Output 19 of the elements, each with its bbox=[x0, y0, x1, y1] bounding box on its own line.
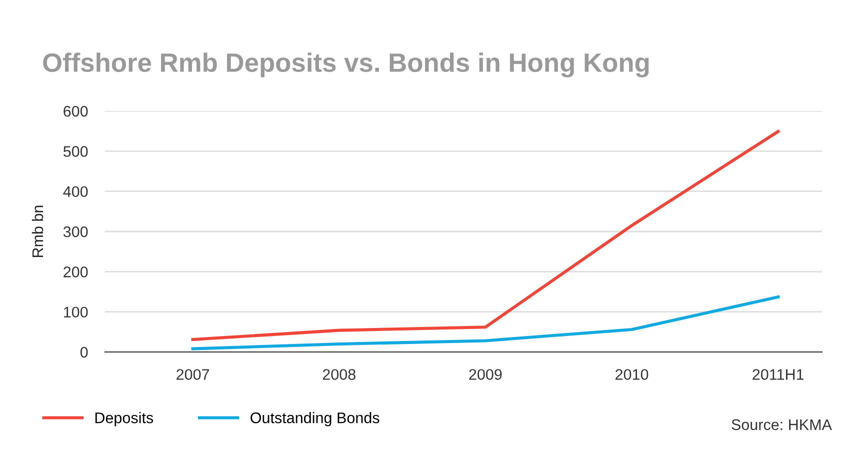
y-axis-title: Rmb bn bbox=[32, 206, 44, 257]
x-tick-label: 2008 bbox=[322, 369, 356, 380]
y-tick-label: 0 bbox=[80, 346, 88, 358]
y-tick-label: 200 bbox=[64, 266, 88, 278]
chart-title: Offshore Rmb Deposits vs. Bonds in Hong Kong bbox=[43, 52, 649, 78]
line-series bbox=[191, 130, 780, 342]
y-tick-label: 400 bbox=[63, 186, 88, 198]
x-tick-label: 2011H1 bbox=[752, 369, 804, 380]
legend-label: Outstanding Bonds bbox=[250, 412, 380, 426]
x-tick-label: 2010 bbox=[616, 369, 648, 380]
legend-label: Deposits bbox=[95, 412, 154, 426]
x-tick-label: 2007 bbox=[176, 369, 210, 380]
source-note: Source: HKMA bbox=[732, 419, 832, 430]
y-tick-label: 600 bbox=[64, 106, 88, 117]
x-tick-label: 2009 bbox=[469, 369, 502, 380]
y-tick-label: 100 bbox=[64, 306, 88, 318]
y-tick-label: 300 bbox=[63, 226, 88, 238]
line-series bbox=[191, 295, 780, 350]
y-tick-label: 500 bbox=[63, 146, 88, 157]
